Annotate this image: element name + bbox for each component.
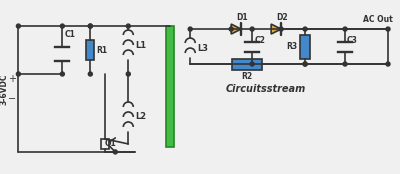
Text: Circuitsstream: Circuitsstream xyxy=(225,84,306,94)
Text: R3: R3 xyxy=(286,42,297,51)
Circle shape xyxy=(113,150,117,154)
Text: R1: R1 xyxy=(96,46,108,54)
Circle shape xyxy=(60,24,64,28)
Text: C2: C2 xyxy=(254,35,265,45)
Text: L3: L3 xyxy=(197,44,208,53)
Text: Q1: Q1 xyxy=(104,139,116,148)
Circle shape xyxy=(88,24,92,28)
Text: +: + xyxy=(8,74,16,84)
Text: 3-6VDC: 3-6VDC xyxy=(0,73,9,105)
Circle shape xyxy=(343,62,347,66)
Circle shape xyxy=(188,27,192,31)
Circle shape xyxy=(303,62,307,66)
Text: L2: L2 xyxy=(135,112,146,121)
Circle shape xyxy=(386,62,390,66)
Text: −: − xyxy=(8,94,16,104)
Circle shape xyxy=(16,72,20,76)
Circle shape xyxy=(126,24,130,28)
Polygon shape xyxy=(271,24,281,34)
Text: D1: D1 xyxy=(236,13,248,22)
Circle shape xyxy=(386,27,390,31)
Text: D2: D2 xyxy=(276,13,288,22)
FancyBboxPatch shape xyxy=(232,58,262,70)
Circle shape xyxy=(60,72,64,76)
Polygon shape xyxy=(231,24,241,34)
Circle shape xyxy=(126,72,130,76)
Circle shape xyxy=(279,27,283,31)
Text: C1: C1 xyxy=(64,30,75,39)
Circle shape xyxy=(229,27,233,31)
Circle shape xyxy=(16,24,20,28)
Text: C3: C3 xyxy=(347,35,358,45)
Circle shape xyxy=(303,62,307,66)
Text: R2: R2 xyxy=(242,72,253,81)
FancyBboxPatch shape xyxy=(101,139,109,149)
FancyBboxPatch shape xyxy=(166,26,174,147)
Circle shape xyxy=(250,27,254,31)
FancyBboxPatch shape xyxy=(300,35,310,58)
Circle shape xyxy=(343,27,347,31)
Text: L1: L1 xyxy=(135,41,146,50)
Circle shape xyxy=(88,72,92,76)
Circle shape xyxy=(88,24,92,28)
Circle shape xyxy=(250,62,254,66)
FancyBboxPatch shape xyxy=(86,40,94,60)
Text: AC Out: AC Out xyxy=(363,15,393,24)
Circle shape xyxy=(303,27,307,31)
